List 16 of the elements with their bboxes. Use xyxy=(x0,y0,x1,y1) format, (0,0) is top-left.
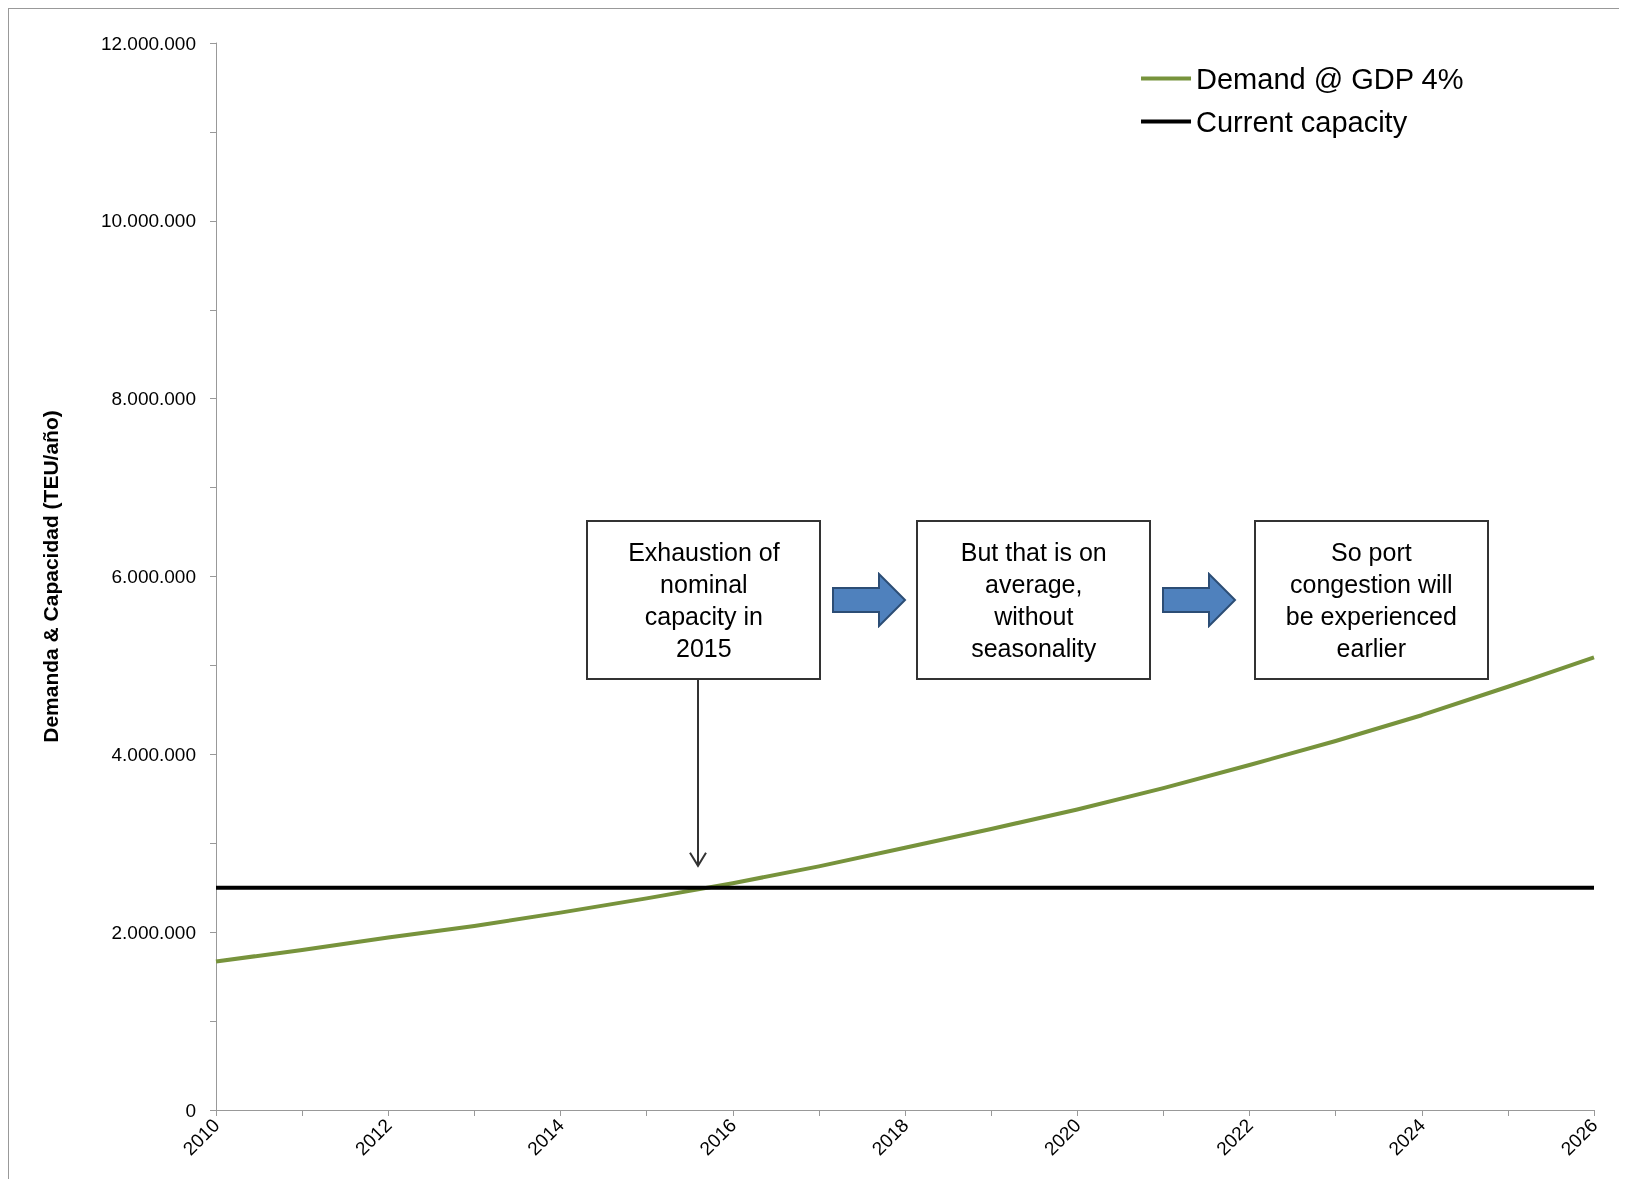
y-tick-label: 12.000.000 xyxy=(100,32,196,54)
y-tick-label: 8.000.000 xyxy=(111,388,196,410)
y-tick-label: 6.000.000 xyxy=(111,566,196,587)
text-box: Exhaustion of nominal capacity in 2015 xyxy=(586,519,822,680)
y-tick-label: 4.000.000 xyxy=(111,743,196,765)
y-axis-title: Demanda & Capacidad (TEU/año) xyxy=(39,410,62,743)
annotation: But that is on average, without seasonality xyxy=(959,536,1108,664)
y-tick-label: 0 xyxy=(185,1099,196,1121)
text-box: So port congestion will be experienced earlier xyxy=(1253,519,1489,680)
text-box: But that is on average, without seasonality xyxy=(916,519,1152,680)
legend-label: Current capacity xyxy=(1196,105,1408,138)
y-tick-label: 2.000.000 xyxy=(111,921,196,943)
legend-label: Demand @ GDP 4% xyxy=(1196,62,1464,95)
annotation: Exhaustion of nominal capacity in 2015 xyxy=(627,536,781,664)
annotation: So port congestion will be experienced earlier xyxy=(1284,536,1458,664)
y-tick-label: 10.000.000 xyxy=(100,210,196,232)
